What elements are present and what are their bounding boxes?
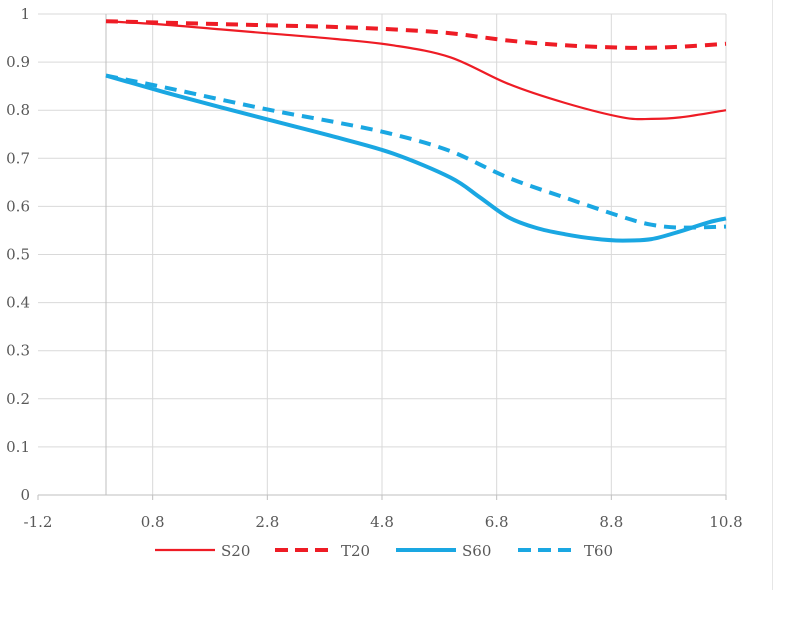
series-line-t60 bbox=[105, 73, 727, 230]
y-tick-label: 0 bbox=[20, 486, 30, 504]
legend-label-t60: T60 bbox=[584, 542, 613, 560]
y-tick-labels: 0 0.1 0.2 0.3 0.4 0.5 0.6 0.7 0.8 0.9 1 bbox=[6, 5, 30, 504]
legend-label-s60: S60 bbox=[462, 542, 491, 560]
y-tick-label: 1 bbox=[20, 5, 30, 23]
x-tick-label: 2.8 bbox=[255, 513, 279, 531]
x-tick-label: 0.8 bbox=[141, 513, 165, 531]
y-tick-label: 0.9 bbox=[6, 53, 30, 71]
x-tick-label: 10.8 bbox=[709, 513, 742, 531]
y-tick-label: 0.5 bbox=[6, 246, 30, 264]
series-line-t20 bbox=[105, 19, 727, 50]
x-tick-label: -1.2 bbox=[24, 513, 53, 531]
x-tick-label: 8.8 bbox=[599, 513, 623, 531]
panel-border bbox=[772, 0, 773, 590]
series-line-s60 bbox=[105, 73, 727, 243]
y-tick-label: 0.4 bbox=[6, 294, 30, 312]
x-tick-labels: -1.2 0.8 2.8 4.8 6.8 8.8 10.8 bbox=[24, 513, 743, 531]
y-tick-label: 0.2 bbox=[6, 390, 30, 408]
axes bbox=[37, 14, 727, 500]
y-tick-label: 0.3 bbox=[6, 342, 30, 360]
x-tick-label: 4.8 bbox=[370, 513, 394, 531]
y-tick-label: 0.7 bbox=[6, 149, 30, 167]
y-tick-label: 0.8 bbox=[6, 101, 30, 119]
y-tick-label: 0.1 bbox=[6, 438, 30, 456]
grid-lines bbox=[38, 13, 727, 495]
series-line-s20 bbox=[105, 20, 727, 121]
x-tick-label: 6.8 bbox=[485, 513, 509, 531]
legend: S20 T20 S60 T60 bbox=[155, 542, 613, 560]
legend-label-t20: T20 bbox=[341, 542, 370, 560]
legend-label-s20: S20 bbox=[221, 542, 250, 560]
y-tick-label: 0.6 bbox=[6, 197, 30, 215]
series-lines bbox=[105, 19, 727, 243]
